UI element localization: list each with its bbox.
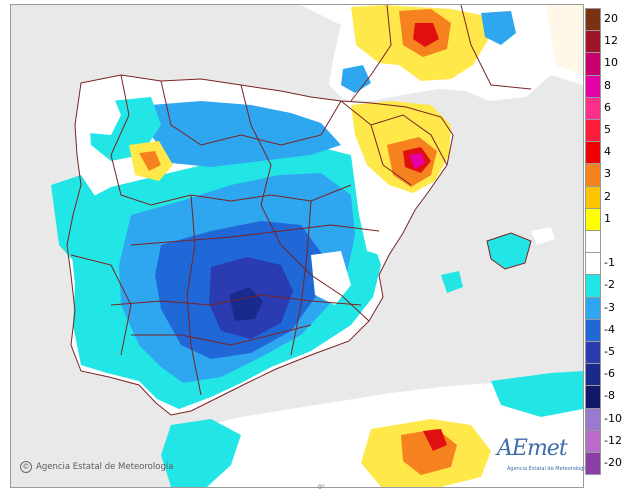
legend-label: -3: [604, 300, 615, 314]
legend-swatch: [585, 452, 601, 476]
legend-swatch: [585, 407, 601, 431]
legend-label: 5: [604, 123, 611, 136]
legend-swatch: [585, 163, 601, 187]
legend-swatch: [585, 52, 601, 76]
france-cold-patch: [481, 11, 516, 45]
legend-swatch: [585, 318, 601, 342]
africa-cyan-west: [161, 419, 241, 487]
legend-swatch: [585, 119, 601, 143]
africa-red: [423, 429, 447, 451]
copyright-icon: ©: [20, 461, 32, 473]
france-cold-small: [341, 65, 371, 93]
legend-label: -4: [604, 322, 615, 336]
east-strip: [546, 5, 583, 75]
logo-word: AEmet: [497, 436, 568, 461]
legend-label: 2: [604, 189, 611, 203]
legend-swatch: [585, 30, 601, 54]
iberia-white-center: [311, 251, 351, 305]
legend-label: -5: [604, 345, 615, 358]
mallorca: [487, 233, 531, 269]
legend-swatch: [585, 252, 601, 276]
legend-label: 4: [604, 145, 611, 159]
anomaly-map: [10, 4, 584, 488]
legend-swatch: [585, 429, 601, 453]
credit-line: © Agencia Estatal de Meteorología: [20, 461, 173, 473]
menorca: [531, 227, 555, 245]
legend-swatch: [585, 96, 601, 120]
logo-subtitle: Agencia Estatal de Meteorología: [507, 466, 588, 472]
legend-swatch: [585, 363, 601, 387]
legend-label: 20: [604, 12, 618, 25]
legend-label: -20: [604, 456, 622, 469]
legend-label: -12: [604, 433, 622, 447]
legend-swatch: [585, 274, 601, 298]
legend-label: -1: [604, 256, 615, 270]
legend-swatch: [585, 8, 601, 32]
west-cyan: [51, 175, 101, 265]
legend-label: -8: [604, 389, 615, 403]
map-canvas: [11, 5, 583, 487]
iberia-white-northwest: [81, 91, 121, 135]
legend-label: -2: [604, 278, 615, 292]
africa-cyan-east: [491, 371, 583, 417]
ibiza: [441, 271, 463, 293]
legend-label: 3: [604, 167, 611, 181]
legend-label: -6: [604, 367, 615, 381]
iberia-darkest: [229, 287, 263, 321]
legend-swatch: [585, 230, 601, 254]
legend-label: 12: [604, 34, 618, 48]
province-borders: [66, 5, 532, 416]
legend-swatch: [585, 185, 601, 209]
legend-swatch: [585, 296, 601, 320]
legend-swatch: [585, 341, 601, 365]
legend-swatch: [585, 207, 601, 231]
ebro-magenta: [409, 153, 425, 169]
asturias-orange: [139, 151, 161, 171]
legend-swatch: [585, 385, 601, 409]
credit-text: Agencia Estatal de Meteorología: [36, 462, 174, 472]
aemet-logo: AEmet Agencia Estatal de Meteorología: [485, 432, 588, 480]
legend-swatch: [585, 141, 601, 165]
legend-label: 6: [604, 100, 611, 114]
legend-label: -10: [604, 411, 622, 425]
legend-label: 10: [604, 56, 618, 70]
france-hot-center: [413, 23, 439, 47]
legend-swatch: [585, 74, 601, 98]
legend-label: 8: [604, 78, 611, 92]
color-legend: 20 12 10 8 6 5 4 3 2 1 -1 -2 -3 -4 -5 -6 -8 -10 -12 -20: [585, 8, 625, 478]
legend-label: 1: [604, 211, 611, 225]
longitude-tick: 0°: [318, 484, 325, 491]
north-blue-band: [151, 101, 341, 167]
